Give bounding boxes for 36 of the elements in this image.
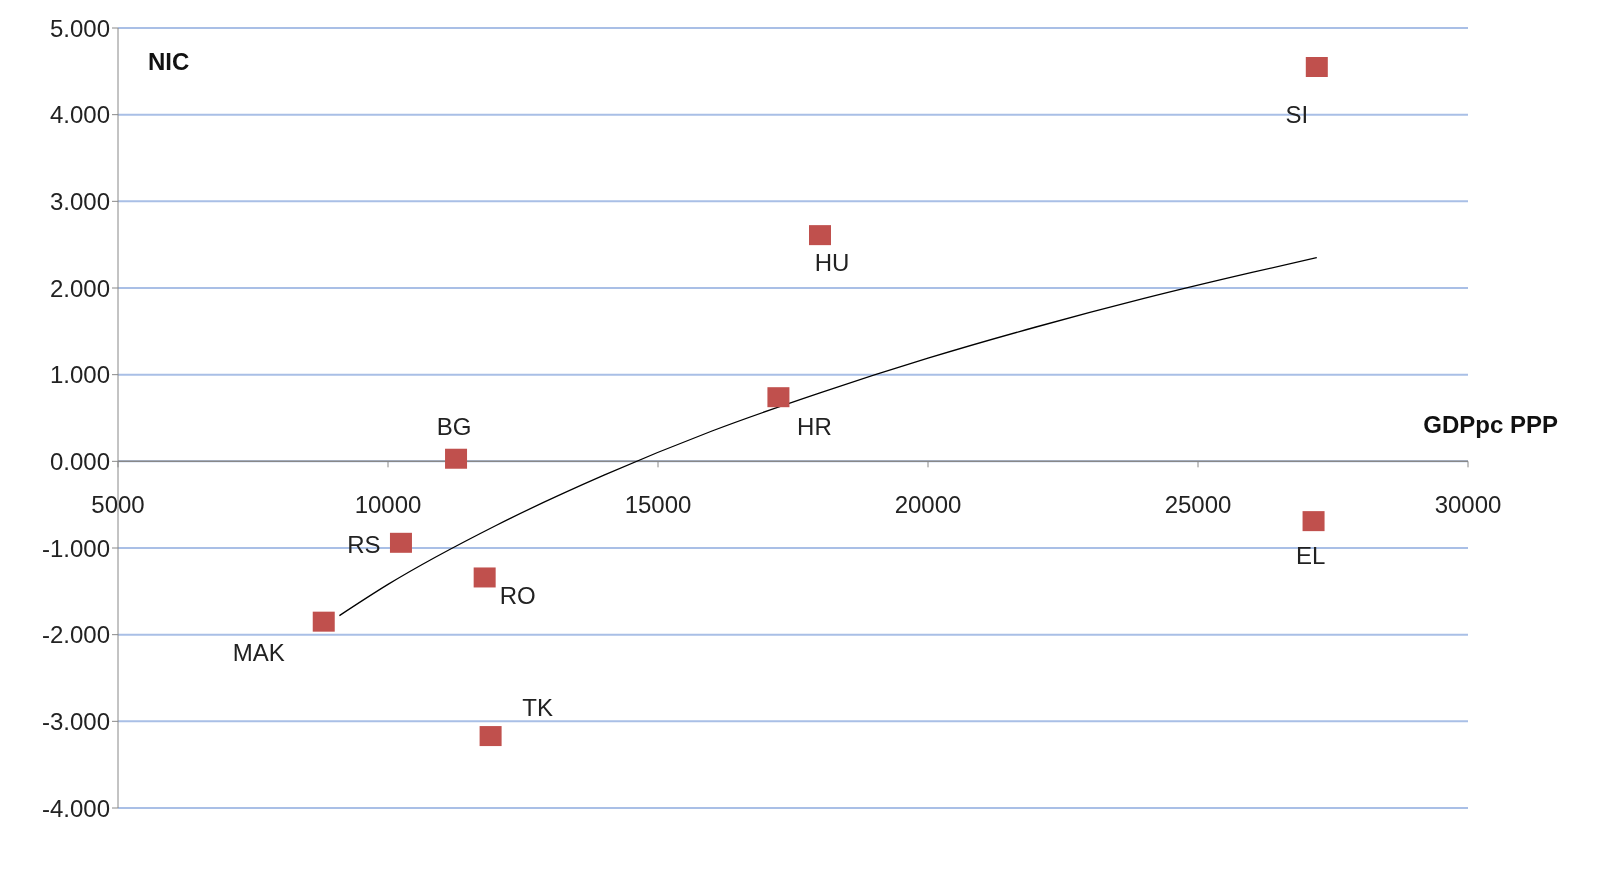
x-tick-label: 30000: [1434, 491, 1502, 519]
annotation: RO: [499, 582, 536, 610]
x-tick-label: 20000: [894, 491, 962, 519]
y-tick-label: 3.000: [49, 187, 110, 215]
y-tick-label: 1.000: [49, 361, 110, 389]
annotation: TK: [522, 694, 553, 722]
y-tick-label: 2.000: [49, 274, 110, 302]
point: [479, 726, 502, 747]
annotation: EL: [1295, 542, 1326, 570]
x-axis-title: GDPpc PPP: [1423, 411, 1558, 439]
point: [809, 225, 831, 246]
annotation: MAK: [232, 638, 285, 666]
annotation: RS: [347, 530, 381, 558]
annotation: BG: [436, 412, 472, 440]
x-tick-label: 10000: [354, 491, 422, 519]
point: [473, 567, 496, 588]
point: [1305, 57, 1328, 77]
y-tick-label: 5.000: [49, 14, 110, 42]
annotation: HU: [814, 249, 850, 277]
y-tick-label: 0.000: [49, 447, 110, 475]
annotation: HR: [797, 413, 832, 441]
point: [389, 532, 412, 553]
point: [1302, 511, 1325, 532]
point: [445, 448, 468, 469]
annotation: SI: [1285, 101, 1309, 128]
x-tick-label: 25000: [1164, 491, 1232, 519]
y-tick-label: -2.000: [41, 621, 110, 649]
point: [767, 387, 790, 408]
y-axis-title: NIC: [148, 48, 190, 75]
y-tick-label: 4.000: [49, 101, 110, 129]
y-tick-label: -3.000: [41, 707, 110, 735]
x-tick-label: 5000: [91, 491, 145, 519]
y-tick-label: -4.000: [41, 794, 110, 822]
point: [312, 611, 335, 632]
y-tick-label: -1.000: [41, 534, 110, 562]
x-tick-label: 15000: [624, 491, 692, 519]
